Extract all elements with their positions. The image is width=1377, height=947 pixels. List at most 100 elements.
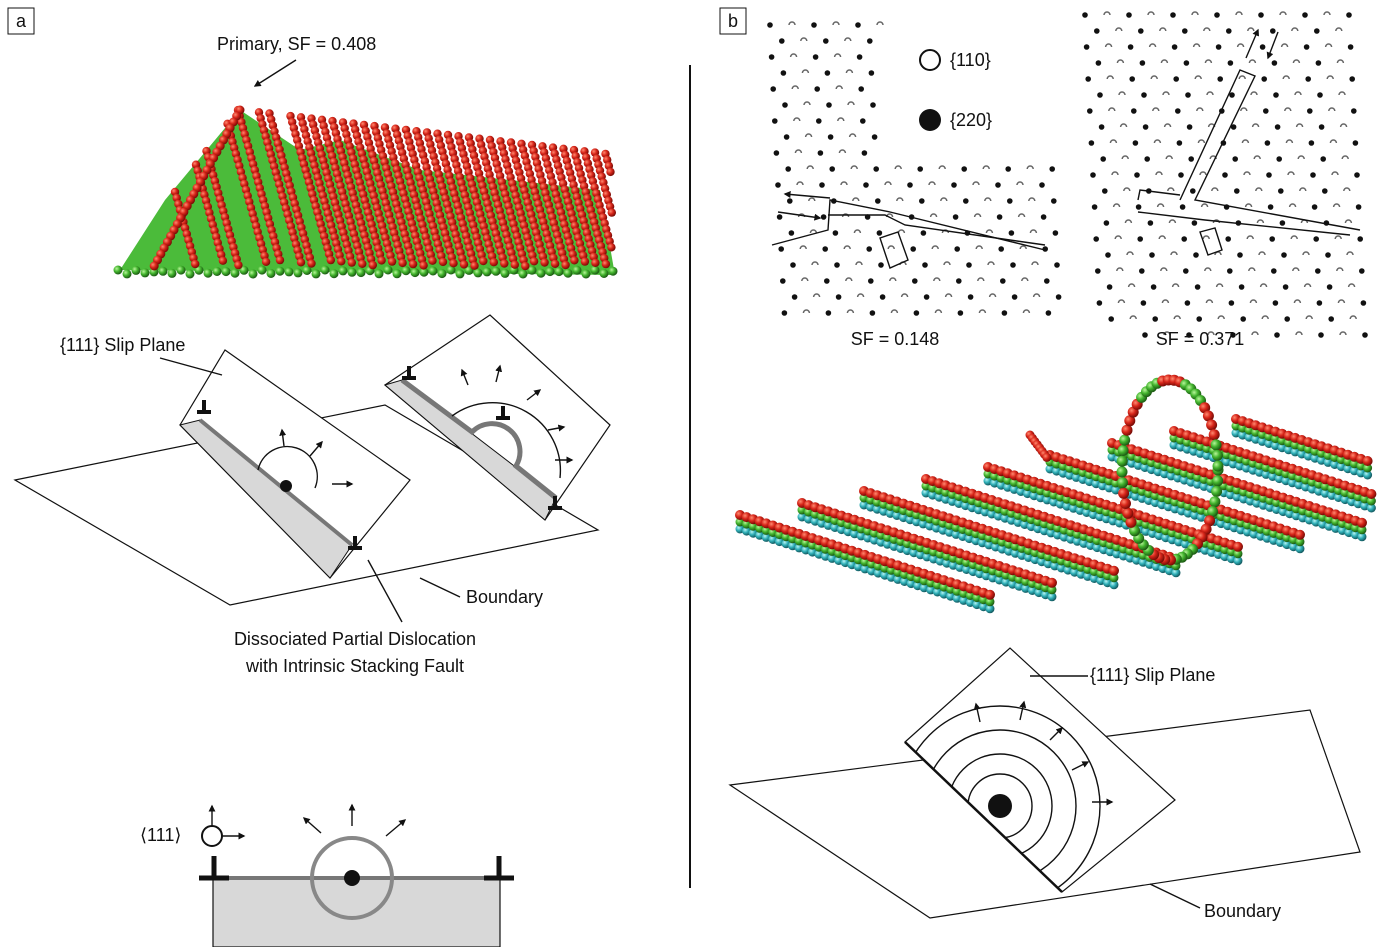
atom	[780, 278, 786, 284]
atom	[922, 262, 928, 268]
atom	[1242, 140, 1248, 143]
atom	[1273, 300, 1279, 306]
atom	[168, 269, 177, 278]
atom	[811, 22, 817, 28]
atom	[1240, 316, 1246, 322]
atom	[1194, 44, 1200, 47]
atom	[986, 230, 992, 233]
atom	[222, 267, 231, 276]
atom	[1188, 156, 1194, 162]
atom	[880, 294, 886, 300]
atom	[1298, 156, 1304, 159]
atom	[1297, 124, 1303, 127]
atom	[177, 266, 186, 275]
atom	[377, 256, 385, 264]
atom	[1192, 12, 1198, 15]
atom	[812, 262, 818, 265]
atom	[1107, 76, 1113, 79]
atom	[1163, 92, 1169, 95]
atom	[249, 270, 258, 279]
atom	[1106, 44, 1112, 47]
atom	[1184, 60, 1190, 66]
atom	[784, 134, 790, 140]
atom	[1234, 188, 1240, 194]
atom	[609, 267, 618, 276]
atom	[1082, 12, 1088, 18]
atom	[1309, 140, 1315, 146]
atom	[1114, 204, 1120, 207]
atom	[1000, 278, 1006, 284]
atom	[1122, 425, 1133, 436]
atom	[1197, 108, 1203, 111]
atom	[1211, 486, 1222, 497]
atom	[1046, 310, 1052, 316]
atom	[787, 198, 793, 204]
atom	[276, 267, 285, 276]
source	[280, 480, 292, 492]
atom	[846, 278, 852, 281]
atom	[1315, 268, 1321, 274]
atom	[785, 166, 791, 172]
atom	[973, 182, 979, 185]
atom	[1354, 172, 1360, 178]
atom	[1249, 268, 1255, 271]
atom	[1119, 435, 1130, 446]
atom	[825, 70, 831, 76]
atom	[1229, 300, 1235, 306]
cross-section	[199, 805, 514, 947]
atom	[1206, 300, 1212, 303]
atom	[1228, 60, 1234, 66]
atom	[570, 256, 578, 264]
atom	[330, 269, 339, 278]
atom	[929, 182, 935, 185]
atom	[990, 294, 996, 297]
atom	[438, 269, 447, 278]
atom	[1356, 204, 1362, 210]
atom	[961, 166, 967, 172]
atom	[872, 134, 878, 140]
atom	[1136, 204, 1142, 210]
atom	[1110, 140, 1116, 143]
atom	[1122, 156, 1128, 159]
atom	[778, 246, 784, 252]
atom	[844, 246, 850, 249]
atom	[606, 168, 614, 176]
atom	[1019, 214, 1025, 217]
atom	[1261, 76, 1267, 82]
atom	[826, 310, 832, 316]
atom	[1030, 230, 1036, 233]
atom	[1349, 76, 1355, 82]
atom	[775, 182, 781, 188]
atom	[581, 257, 589, 265]
atom	[276, 256, 284, 264]
legend-label: {220}	[950, 110, 992, 130]
atom	[1044, 278, 1050, 284]
panel-label: b	[728, 11, 738, 31]
atom	[1185, 92, 1191, 98]
atom	[262, 258, 270, 266]
atom	[1129, 76, 1135, 82]
atom	[1324, 12, 1330, 15]
atom	[1337, 268, 1343, 271]
atom	[1340, 332, 1346, 335]
atom	[1317, 92, 1323, 98]
atom	[1125, 220, 1131, 223]
atom	[1318, 332, 1324, 338]
atom	[1205, 60, 1211, 63]
atom	[1134, 172, 1140, 178]
atom	[1206, 420, 1217, 431]
leader-line	[420, 578, 460, 597]
atom	[1207, 92, 1213, 95]
atom	[1195, 284, 1201, 290]
atom	[470, 262, 478, 270]
atom	[968, 294, 974, 300]
atom	[1162, 300, 1168, 303]
atom	[1108, 316, 1114, 322]
figure: a Primary, SF = 0.408 {111} Slip Plane B…	[0, 0, 1377, 947]
atom	[1120, 498, 1131, 509]
atom	[492, 267, 501, 276]
atom	[1295, 530, 1305, 540]
atom	[1192, 220, 1198, 226]
atom	[819, 182, 825, 188]
atom	[1275, 124, 1281, 130]
